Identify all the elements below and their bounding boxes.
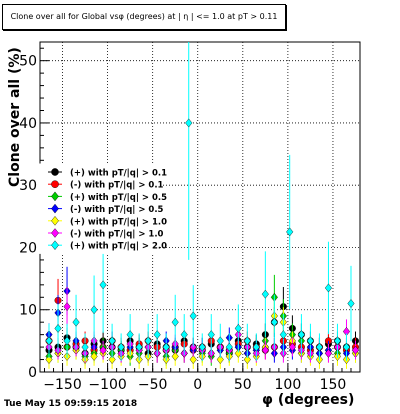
data-point [288,342,296,352]
data-point [351,345,360,355]
data-point [108,355,116,364]
data-point [324,348,333,358]
data-point [243,355,251,364]
data-point [189,311,197,321]
data-point [63,302,71,312]
legend: (+) with pT/|q| > 0.1 (-) with pT/|q| > 0… [39,163,167,254]
data-point [72,317,80,327]
data-point [45,336,53,346]
legend-marker [51,228,59,238]
data-points [45,42,360,369]
data-point [90,305,98,315]
data-point [90,351,98,361]
data-point [99,345,107,355]
data-point [126,330,134,340]
y-tick-label: 30 [19,178,37,194]
legend-label: (+) with pT/|q| > 0.5 [70,193,167,203]
y-tick-label: 20 [19,240,37,256]
y-tick-label: 40 [19,116,37,132]
x-tick-label: 100 [275,377,302,393]
data-point [333,336,342,346]
chart-title: Clone over all for Global vsφ (degrees) … [2,4,286,30]
x-tick-label: −50 [138,377,168,393]
data-point [261,289,269,299]
timestamp: Tue May 15 09:59:15 2018 [4,399,138,409]
data-point [234,348,242,358]
y-tick-label: 0 [28,365,37,381]
x-tick-label: −100 [88,377,126,393]
data-point [63,336,71,346]
x-tick-label: 0 [193,377,202,393]
x-tick-label: 150 [320,377,347,393]
y-axis-label: Clone over all (%) [7,47,23,187]
data-point [162,342,170,352]
data-point [216,336,224,346]
y-tick-label: 50 [19,54,37,70]
data-point [153,330,161,340]
axes: −150 −100 −50 0 50 100 150 0 10 20 30 40 50 [19,47,361,393]
data-point [279,330,287,340]
data-point [342,342,351,352]
data-point [54,323,62,333]
legend-marker [51,203,59,214]
legend-marker [51,240,59,251]
data-point [216,355,224,364]
data-point [252,342,260,352]
data-point [117,342,125,352]
data-point [207,330,215,340]
legend-marker [51,180,59,188]
data-point [234,323,242,333]
data-point [306,336,314,346]
x-tick-label: 50 [234,377,252,393]
legend-label: (+) with pT/|q| > 0.1 [70,169,167,179]
data-point [189,342,197,352]
data-point [198,342,206,352]
data-point [171,317,179,327]
data-point [315,342,323,352]
legend-label: (-) with pT/|q| > 0.5 [70,205,164,215]
data-point [180,330,188,340]
data-point [286,227,294,237]
data-point [297,330,305,340]
legend-marker [51,215,59,226]
data-point [81,342,89,352]
legend-label: (-) with pT/|q| > 0.1 [70,181,164,191]
data-point [347,299,355,308]
data-point [185,118,193,128]
data-point [189,355,197,364]
legend-marker [51,168,59,176]
data-point [324,283,333,293]
data-point [261,345,269,355]
data-point [270,317,278,327]
data-point [225,342,233,352]
legend-label: (+) with pT/|q| > 1.0 [70,217,167,227]
data-point [171,351,179,361]
data-point [108,336,116,346]
x-axis-label: φ (degrees) [262,392,355,408]
x-tick-label: −150 [43,377,81,393]
legend-label: (+) with pT/|q| > 2.0 [70,242,167,252]
data-point [243,336,251,346]
data-point [45,355,53,364]
data-point [144,336,152,346]
data-point [135,342,143,352]
legend-label: (-) with pT/|q| > 1.0 [70,230,164,240]
legend-marker [51,191,59,202]
data-point [99,280,107,290]
y-tick-label: 10 [19,303,37,319]
